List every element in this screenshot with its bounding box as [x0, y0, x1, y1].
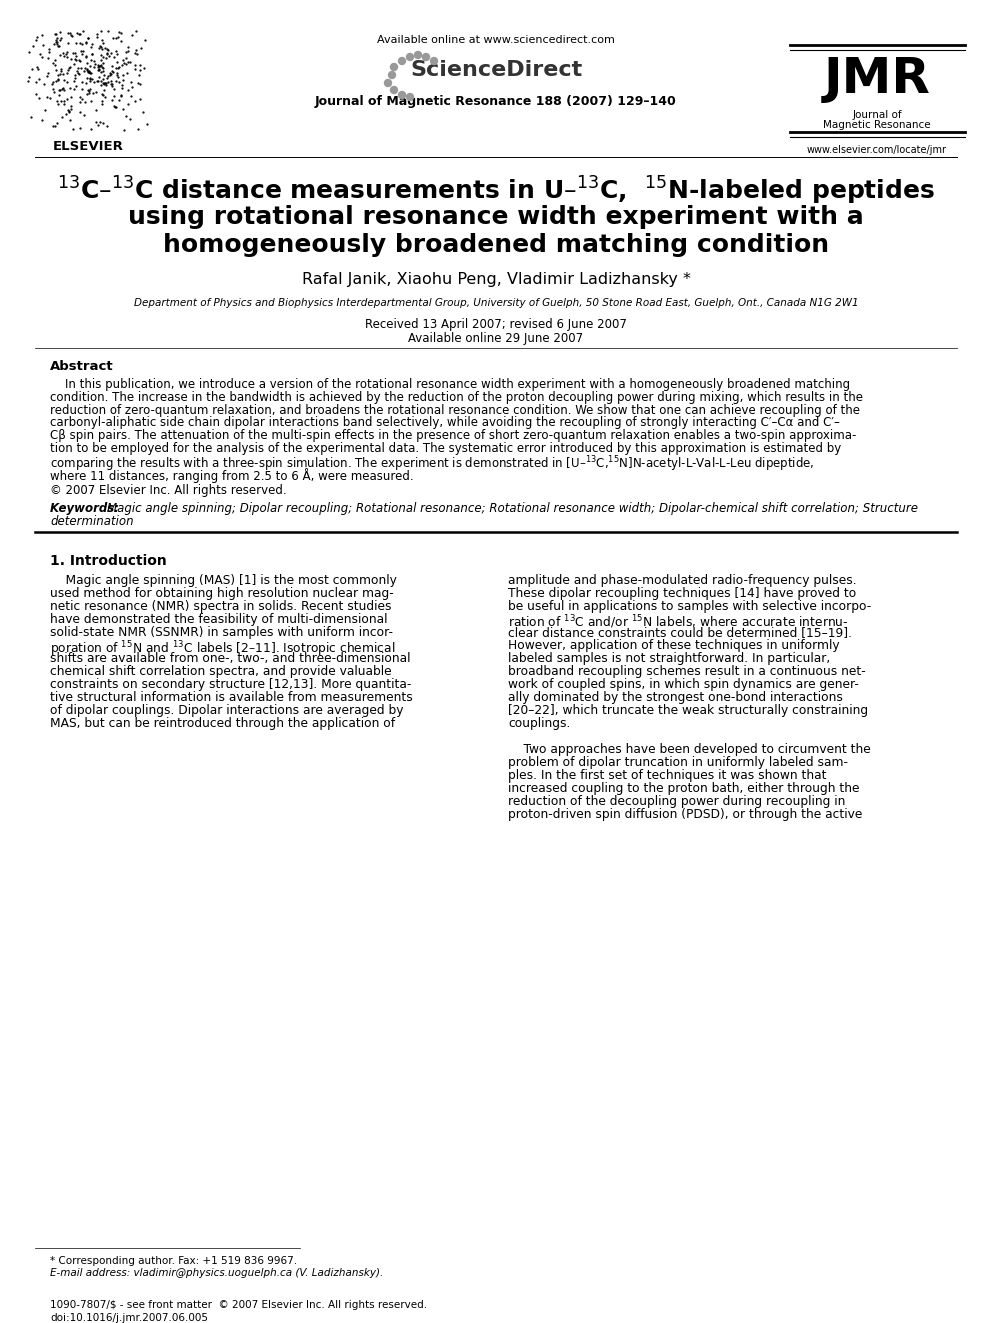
- Text: Journal of Magnetic Resonance 188 (2007) 129–140: Journal of Magnetic Resonance 188 (2007)…: [315, 95, 677, 108]
- Text: solid-state NMR (SSNMR) in samples with uniform incor-: solid-state NMR (SSNMR) in samples with …: [50, 626, 393, 639]
- Text: reduction of the decoupling power during recoupling in: reduction of the decoupling power during…: [508, 795, 845, 808]
- Circle shape: [399, 57, 406, 65]
- Text: have demonstrated the feasibility of multi-dimensional: have demonstrated the feasibility of mul…: [50, 614, 388, 626]
- Text: In this publication, we introduce a version of the rotational resonance width ex: In this publication, we introduce a vers…: [50, 378, 850, 392]
- Text: chemical shift correlation spectra, and provide valuable: chemical shift correlation spectra, and …: [50, 665, 392, 679]
- Text: shifts are available from one-, two-, and three-dimensional: shifts are available from one-, two-, an…: [50, 652, 411, 665]
- Text: broadband recoupling schemes result in a continuous net-: broadband recoupling schemes result in a…: [508, 665, 866, 679]
- Text: However, application of these techniques in uniformly: However, application of these techniques…: [508, 639, 839, 652]
- Circle shape: [391, 86, 398, 94]
- Text: Two approaches have been developed to circumvent the: Two approaches have been developed to ci…: [508, 744, 871, 757]
- Text: ScienceDirect: ScienceDirect: [410, 60, 582, 79]
- Circle shape: [431, 57, 437, 65]
- Text: Journal of: Journal of: [852, 110, 902, 120]
- Circle shape: [423, 53, 430, 61]
- Text: comparing the results with a three-spin simulation. The experiment is demonstrat: comparing the results with a three-spin …: [50, 455, 814, 475]
- Text: be useful in applications to samples with selective incorpo-: be useful in applications to samples wit…: [508, 601, 871, 614]
- Text: ELSEVIER: ELSEVIER: [53, 140, 123, 153]
- Text: 1090-7807/$ - see front matter  © 2007 Elsevier Inc. All rights reserved.: 1090-7807/$ - see front matter © 2007 El…: [50, 1301, 428, 1310]
- Text: ples. In the first set of techniques it was shown that: ples. In the first set of techniques it …: [508, 770, 826, 782]
- Circle shape: [391, 64, 398, 70]
- Text: * Corresponding author. Fax: +1 519 836 9967.: * Corresponding author. Fax: +1 519 836 …: [50, 1256, 298, 1266]
- Text: Received 13 April 2007; revised 6 June 2007: Received 13 April 2007; revised 6 June 2…: [365, 318, 627, 331]
- Text: determination: determination: [50, 516, 134, 528]
- Text: tive structural information is available from measurements: tive structural information is available…: [50, 692, 413, 704]
- Text: clear distance constraints could be determined [15–19].: clear distance constraints could be dete…: [508, 626, 852, 639]
- Text: work of coupled spins, in which spin dynamics are gener-: work of coupled spins, in which spin dyn…: [508, 679, 859, 692]
- Text: homogeneously broadened matching condition: homogeneously broadened matching conditi…: [163, 233, 829, 257]
- Text: Keywords:: Keywords:: [50, 503, 123, 516]
- Text: condition. The increase in the bandwidth is achieved by the reduction of the pro: condition. The increase in the bandwidth…: [50, 390, 863, 404]
- Text: Magnetic Resonance: Magnetic Resonance: [823, 120, 930, 130]
- Text: MAS, but can be reintroduced through the application of: MAS, but can be reintroduced through the…: [50, 717, 395, 730]
- Text: where 11 distances, ranging from 2.5 to 6 Å, were measured.: where 11 distances, ranging from 2.5 to …: [50, 467, 414, 483]
- Text: Magic angle spinning (MAS) [1] is the most commonly: Magic angle spinning (MAS) [1] is the mo…: [50, 574, 397, 587]
- Circle shape: [389, 71, 396, 78]
- Text: using rotational resonance width experiment with a: using rotational resonance width experim…: [128, 205, 864, 229]
- Text: couplings.: couplings.: [508, 717, 570, 730]
- Text: Available online 29 June 2007: Available online 29 June 2007: [409, 332, 583, 345]
- Text: ally dominated by the strongest one-bond interactions: ally dominated by the strongest one-bond…: [508, 692, 843, 704]
- Circle shape: [407, 94, 414, 101]
- Text: ration of $^{13}$C and/or $^{15}$N labels, where accurate internu-: ration of $^{13}$C and/or $^{15}$N label…: [508, 614, 848, 631]
- Circle shape: [415, 52, 422, 58]
- Text: Available online at www.sciencedirect.com: Available online at www.sciencedirect.co…: [377, 34, 615, 45]
- Text: Magic angle spinning; Dipolar recoupling; Rotational resonance; Rotational reson: Magic angle spinning; Dipolar recoupling…: [107, 503, 918, 516]
- Text: reduction of zero-quantum relaxation, and broadens the rotational resonance cond: reduction of zero-quantum relaxation, an…: [50, 404, 860, 417]
- Text: increased coupling to the proton bath, either through the: increased coupling to the proton bath, e…: [508, 782, 859, 795]
- Text: E-mail address: vladimir@physics.uoguelph.ca (V. Ladizhansky).: E-mail address: vladimir@physics.uoguelp…: [50, 1267, 383, 1278]
- Text: poration of $^{15}$N and $^{13}$C labels [2–11]. Isotropic chemical: poration of $^{15}$N and $^{13}$C labels…: [50, 639, 396, 659]
- Circle shape: [385, 79, 392, 86]
- Text: www.elsevier.com/locate/jmr: www.elsevier.com/locate/jmr: [807, 146, 947, 155]
- Text: Rafal Janik, Xiaohu Peng, Vladimir Ladizhansky *: Rafal Janik, Xiaohu Peng, Vladimir Ladiz…: [302, 273, 690, 287]
- Text: doi:10.1016/j.jmr.2007.06.005: doi:10.1016/j.jmr.2007.06.005: [50, 1312, 208, 1323]
- Text: © 2007 Elsevier Inc. All rights reserved.: © 2007 Elsevier Inc. All rights reserved…: [50, 484, 287, 497]
- Text: [20–22], which truncate the weak structurally constraining: [20–22], which truncate the weak structu…: [508, 704, 868, 717]
- Text: JMR: JMR: [823, 56, 930, 103]
- Text: problem of dipolar truncation in uniformly labeled sam-: problem of dipolar truncation in uniform…: [508, 757, 848, 770]
- Circle shape: [407, 53, 414, 61]
- Text: of dipolar couplings. Dipolar interactions are averaged by: of dipolar couplings. Dipolar interactio…: [50, 704, 404, 717]
- Text: proton-driven spin diffusion (PDSD), or through the active: proton-driven spin diffusion (PDSD), or …: [508, 808, 862, 822]
- Text: amplitude and phase-modulated radio-frequency pulses.: amplitude and phase-modulated radio-freq…: [508, 574, 857, 587]
- Text: Department of Physics and Biophysics Interdepartmental Group, University of Guel: Department of Physics and Biophysics Int…: [134, 298, 858, 308]
- Text: 1. Introduction: 1. Introduction: [50, 554, 167, 569]
- Text: used method for obtaining high resolution nuclear mag-: used method for obtaining high resolutio…: [50, 587, 394, 601]
- Text: Abstract: Abstract: [50, 360, 114, 373]
- Text: These dipolar recoupling techniques [14] have proved to: These dipolar recoupling techniques [14]…: [508, 587, 856, 601]
- Text: $^{13}$C–$^{13}$C distance measurements in U–$^{13}$C,  $^{15}$N-labeled peptide: $^{13}$C–$^{13}$C distance measurements …: [57, 175, 935, 208]
- Text: netic resonance (NMR) spectra in solids. Recent studies: netic resonance (NMR) spectra in solids.…: [50, 601, 392, 614]
- Circle shape: [399, 91, 406, 98]
- Text: constraints on secondary structure [12,13]. More quantita-: constraints on secondary structure [12,1…: [50, 679, 412, 692]
- Text: tion to be employed for the analysis of the experimental data. The systematic er: tion to be employed for the analysis of …: [50, 442, 841, 455]
- Text: Cβ spin pairs. The attenuation of the multi-spin effects in the presence of shor: Cβ spin pairs. The attenuation of the mu…: [50, 429, 856, 442]
- Text: carbonyl-aliphatic side chain dipolar interactions band selectively, while avoid: carbonyl-aliphatic side chain dipolar in…: [50, 417, 840, 430]
- Text: labeled samples is not straightforward. In particular,: labeled samples is not straightforward. …: [508, 652, 830, 665]
